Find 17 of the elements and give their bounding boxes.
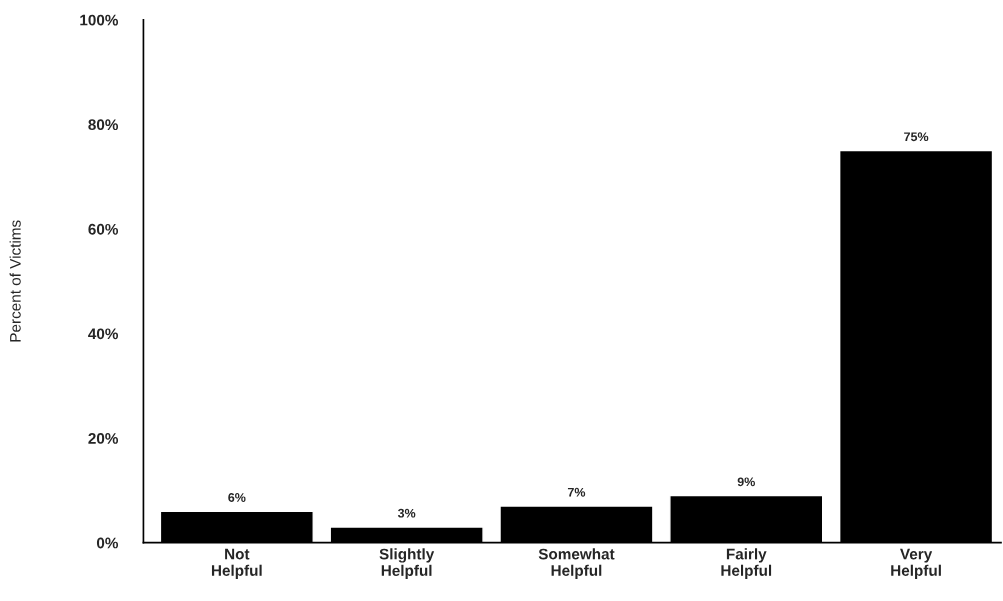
y-tick-label: 60% [88,223,119,235]
data-label: 7% [567,487,586,497]
y-tick-label: 80% [88,119,119,131]
y-tick-label: 0% [96,537,119,549]
data-label: 9% [737,477,755,487]
data-label: 6% [228,493,246,502]
data-label: 75% [904,132,929,142]
x-tick-label: Somewhat Helpful [538,548,615,579]
y-tick-label: 20% [88,433,119,444]
x-tick-label: Not Helpful [211,548,262,579]
x-tick-label: Slightly Helpful [379,548,435,580]
data-label: 3% [397,508,416,518]
x-tick-label: Fairly Helpful [721,548,772,579]
y-axis-title: Percent of Victims [9,220,21,342]
y-tick-label: 100% [80,14,119,26]
x-tick-label: Very Helpful [891,548,941,579]
y-tick-label: 40% [88,328,119,340]
